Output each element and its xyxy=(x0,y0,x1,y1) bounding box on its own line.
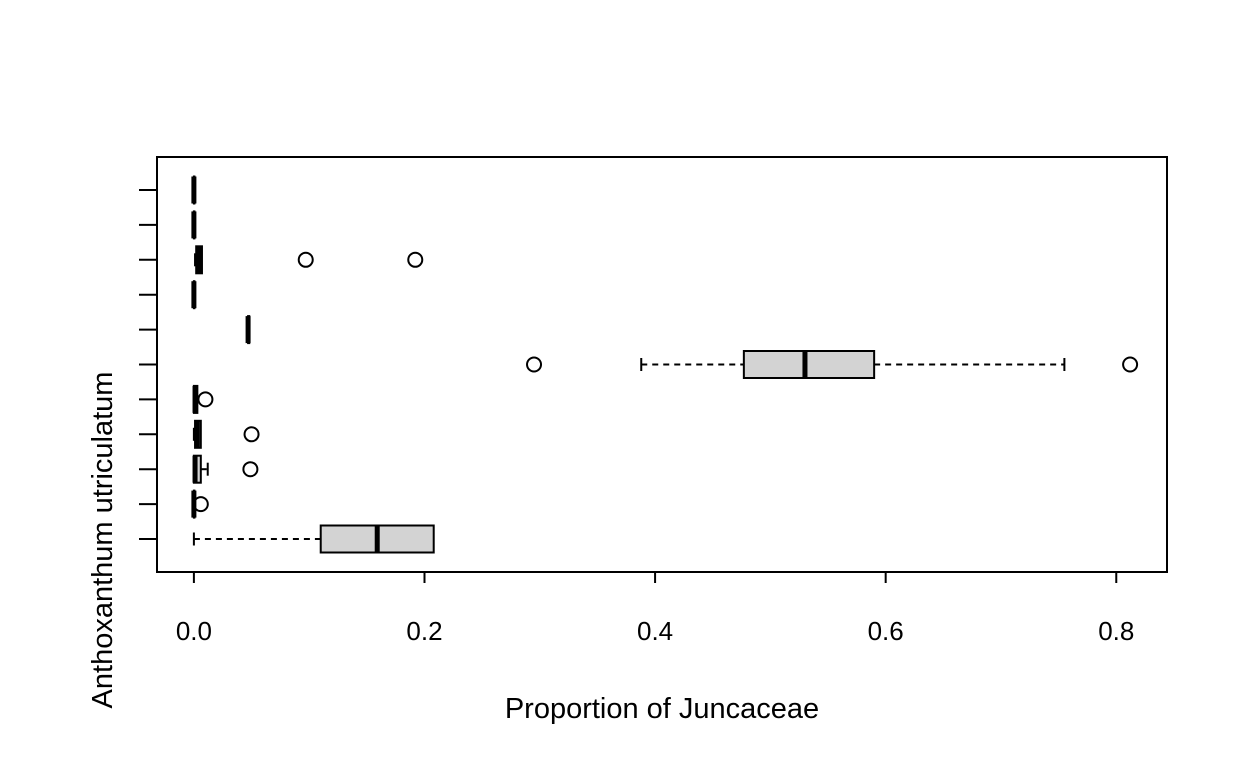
outlier-point xyxy=(1122,356,1139,373)
x-axis: 0.0 0.2 0.4 0.6 0.8 xyxy=(176,571,1134,646)
box-group xyxy=(526,350,1139,379)
x-tick-label: 0.8 xyxy=(1098,616,1134,646)
box-group xyxy=(191,210,197,240)
y-axis-label: Anthoxanthum utriculatum xyxy=(87,372,119,709)
outlier-point xyxy=(297,251,314,268)
x-tick-label: 0.4 xyxy=(637,616,673,646)
box-group xyxy=(191,489,209,519)
box-group xyxy=(192,524,435,554)
box-group xyxy=(192,419,260,449)
outlier-point xyxy=(243,426,260,443)
x-tick-label: 0.0 xyxy=(176,616,212,646)
y-axis xyxy=(139,189,158,540)
box-group xyxy=(194,245,424,275)
box-group xyxy=(192,384,214,414)
box-group xyxy=(191,280,197,310)
boxplot-marks xyxy=(191,175,1139,554)
outlier-point xyxy=(197,391,214,408)
outlier-point xyxy=(407,251,424,268)
box-group xyxy=(191,175,197,205)
box-group xyxy=(245,315,251,345)
box xyxy=(742,350,876,379)
x-tick-label: 0.6 xyxy=(868,616,904,646)
x-tick-label: 0.2 xyxy=(406,616,442,646)
box-group xyxy=(192,454,259,484)
x-axis-label: Proportion of Juncaceae xyxy=(505,693,819,725)
outlier-point xyxy=(242,461,259,478)
outlier-point xyxy=(192,496,209,513)
outlier-point xyxy=(526,356,543,373)
plot-frame xyxy=(156,156,1168,573)
